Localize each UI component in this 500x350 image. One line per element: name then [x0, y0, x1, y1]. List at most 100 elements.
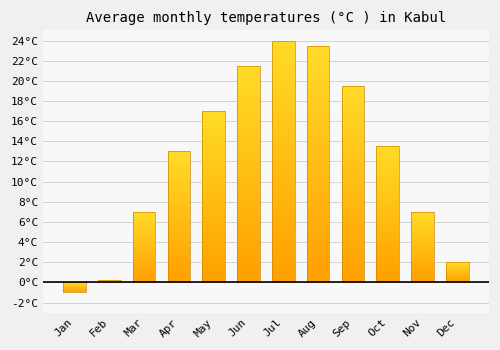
Bar: [202, 121, 225, 125]
Bar: [342, 247, 364, 251]
Bar: [237, 187, 260, 191]
Bar: [133, 278, 156, 280]
Bar: [272, 99, 294, 103]
Bar: [342, 172, 364, 176]
Bar: [376, 277, 399, 280]
Bar: [446, 262, 468, 282]
Bar: [342, 188, 364, 192]
Bar: [272, 278, 294, 282]
Bar: [202, 221, 225, 224]
Bar: [168, 154, 190, 157]
Bar: [133, 248, 156, 250]
Bar: [376, 198, 399, 201]
Bar: [237, 213, 260, 217]
Bar: [342, 267, 364, 271]
Bar: [376, 266, 399, 269]
Bar: [202, 159, 225, 162]
Bar: [376, 184, 399, 187]
Bar: [376, 176, 399, 179]
Bar: [307, 69, 330, 74]
Bar: [168, 193, 190, 196]
Bar: [237, 278, 260, 282]
Bar: [272, 205, 294, 210]
Bar: [307, 169, 330, 174]
Bar: [307, 117, 330, 121]
Bar: [272, 258, 294, 263]
Bar: [272, 75, 294, 79]
Bar: [411, 277, 434, 278]
Bar: [133, 256, 156, 257]
Bar: [168, 225, 190, 228]
Bar: [376, 225, 399, 228]
Bar: [342, 113, 364, 117]
Bar: [237, 209, 260, 213]
Bar: [202, 190, 225, 193]
Bar: [411, 273, 434, 274]
Bar: [133, 234, 156, 236]
Bar: [342, 86, 364, 282]
Bar: [272, 239, 294, 244]
Bar: [168, 256, 190, 259]
Bar: [237, 230, 260, 235]
Bar: [411, 256, 434, 257]
Bar: [376, 250, 399, 252]
Bar: [202, 111, 225, 114]
Bar: [133, 228, 156, 229]
Bar: [376, 223, 399, 225]
Bar: [168, 162, 190, 164]
Bar: [307, 245, 330, 249]
Bar: [411, 268, 434, 270]
Bar: [342, 137, 364, 141]
Bar: [202, 176, 225, 180]
Bar: [342, 98, 364, 101]
Bar: [307, 183, 330, 188]
Bar: [376, 146, 399, 282]
Bar: [202, 187, 225, 190]
Bar: [272, 215, 294, 219]
Bar: [272, 79, 294, 84]
Bar: [342, 274, 364, 279]
Bar: [237, 226, 260, 230]
Bar: [272, 166, 294, 171]
Bar: [376, 258, 399, 261]
Bar: [342, 208, 364, 212]
Bar: [237, 243, 260, 248]
Bar: [342, 192, 364, 196]
Bar: [202, 217, 225, 221]
Bar: [133, 260, 156, 261]
Bar: [307, 135, 330, 140]
Bar: [376, 244, 399, 247]
Bar: [168, 159, 190, 162]
Bar: [237, 79, 260, 83]
Bar: [342, 219, 364, 223]
Bar: [342, 200, 364, 204]
Bar: [237, 217, 260, 222]
Bar: [202, 262, 225, 265]
Bar: [168, 209, 190, 212]
Bar: [376, 252, 399, 255]
Bar: [307, 164, 330, 169]
Bar: [272, 224, 294, 229]
Bar: [446, 275, 468, 276]
Bar: [168, 196, 190, 198]
Bar: [237, 204, 260, 209]
Bar: [237, 88, 260, 92]
Bar: [202, 252, 225, 255]
Bar: [411, 234, 434, 236]
Bar: [446, 274, 468, 275]
Bar: [307, 188, 330, 193]
Bar: [307, 259, 330, 264]
Bar: [133, 212, 156, 282]
Bar: [342, 176, 364, 180]
Bar: [272, 195, 294, 200]
Bar: [133, 217, 156, 219]
Bar: [342, 180, 364, 184]
Bar: [307, 159, 330, 164]
Bar: [133, 273, 156, 274]
Bar: [168, 167, 190, 170]
Bar: [168, 164, 190, 167]
Bar: [307, 193, 330, 197]
Bar: [446, 266, 468, 267]
Bar: [202, 139, 225, 142]
Bar: [202, 245, 225, 248]
